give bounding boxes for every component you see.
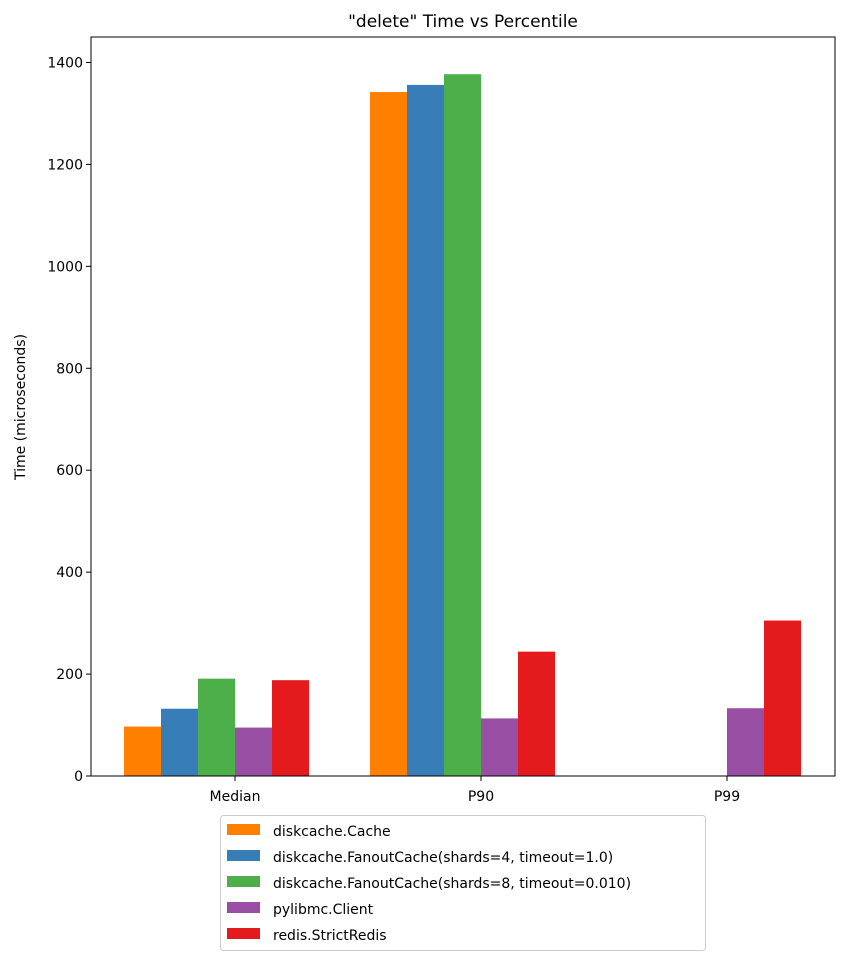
bar-0-1 [161,708,198,776]
bar-0-0 [124,726,161,776]
chart-title: "delete" Time vs Percentile [348,12,578,32]
legend-swatch [227,824,260,835]
bar-1-1 [407,84,444,776]
y-tick-label: 1200 [47,157,83,173]
x-tick-label: Median [210,789,261,805]
bars-group [124,74,801,777]
y-tick-label: 200 [56,667,83,683]
axes-group: 0 200 400 600 800 1000 1200 1400 Median P90 P99 [47,36,836,805]
x-tick-label: P90 [468,789,494,805]
y-axis-label: Time (microseconds) [13,334,29,481]
legend-swatch [227,876,260,887]
legend-swatch [227,928,260,939]
legend-box [220,815,706,951]
bar-2-3 [727,708,764,776]
y-tick-label: 0 [74,769,83,785]
plot-frame [90,36,836,777]
bar-0-4 [272,680,309,776]
bar-1-0 [370,92,407,777]
bar-1-3 [481,718,518,776]
legend-label: pylibmc.Client [273,902,374,918]
bar-0-2 [198,678,235,776]
bar-2-4 [764,620,801,776]
legend-label: redis.StrictRedis [273,928,387,944]
legend-swatch [227,850,260,861]
y-tick-label: 1400 [47,55,83,71]
bar-0-3 [235,727,272,776]
legend-label: diskcache.FanoutCache(shards=8, timeout=… [273,876,631,892]
legend-swatch [227,902,260,913]
legend-label: diskcache.FanoutCache(shards=4, timeout=… [273,850,613,866]
legend: diskcache.Cache diskcache.FanoutCache(sha… [220,815,706,951]
bar-1-4 [518,651,555,776]
legend-label: diskcache.Cache [273,824,391,840]
x-tick-label: P99 [714,789,740,805]
y-tick-label: 800 [56,361,83,377]
bar-1-2 [444,74,481,776]
y-tick-label: 1000 [47,259,83,275]
y-tick-label: 600 [56,463,83,479]
y-tick-label: 400 [56,565,83,581]
